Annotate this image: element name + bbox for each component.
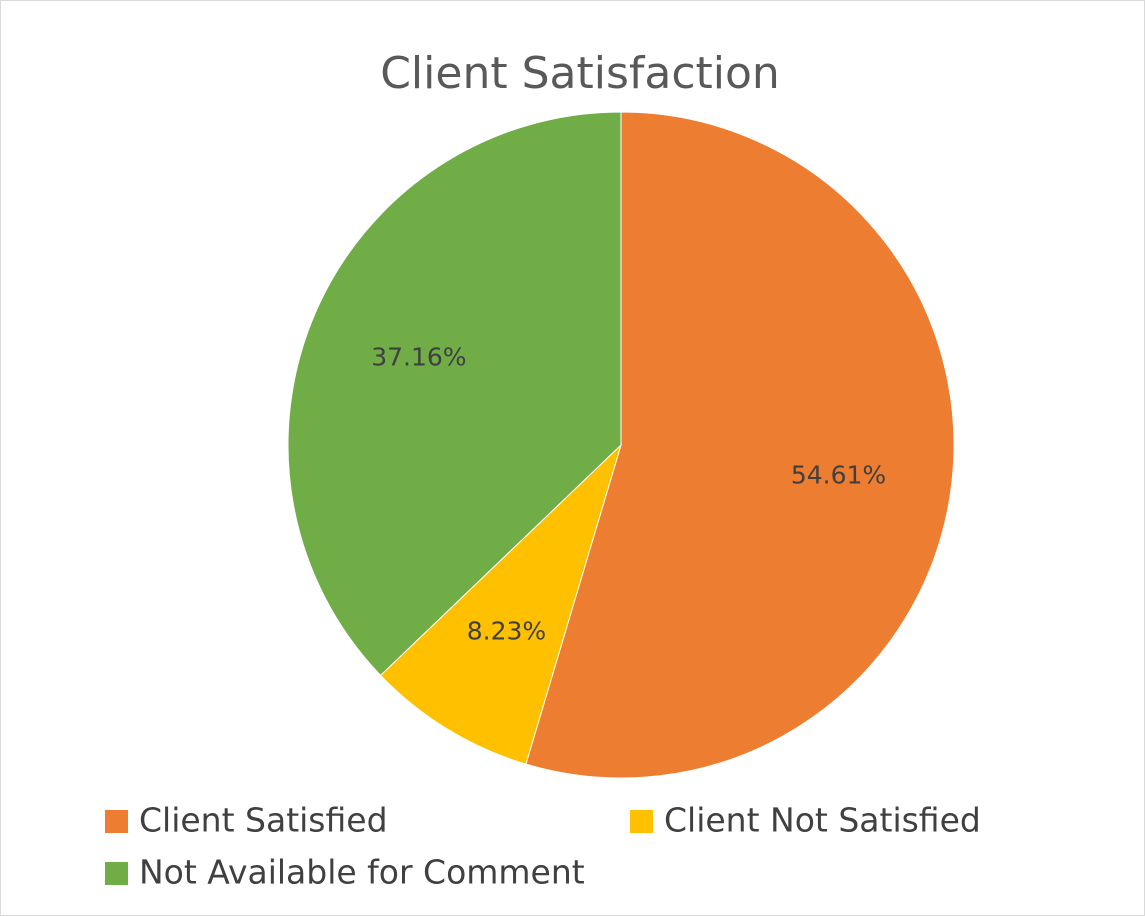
data-label: 37.16%	[371, 343, 466, 372]
legend-label: Client Not Satisfied	[664, 801, 981, 840]
legend-swatch	[630, 810, 653, 833]
chart-title: Client Satisfaction	[380, 48, 780, 99]
pie-slice	[525, 111, 955, 779]
pie-slice	[379, 443, 623, 765]
legend-swatch	[105, 810, 128, 833]
data-label: 8.23%	[467, 617, 546, 646]
pie-slice	[287, 111, 622, 677]
legend-label: Not Available for Comment	[139, 853, 585, 892]
legend-label: Client Satisfied	[139, 801, 388, 840]
legend-swatch	[105, 862, 128, 885]
data-label: 54.61%	[791, 461, 886, 490]
